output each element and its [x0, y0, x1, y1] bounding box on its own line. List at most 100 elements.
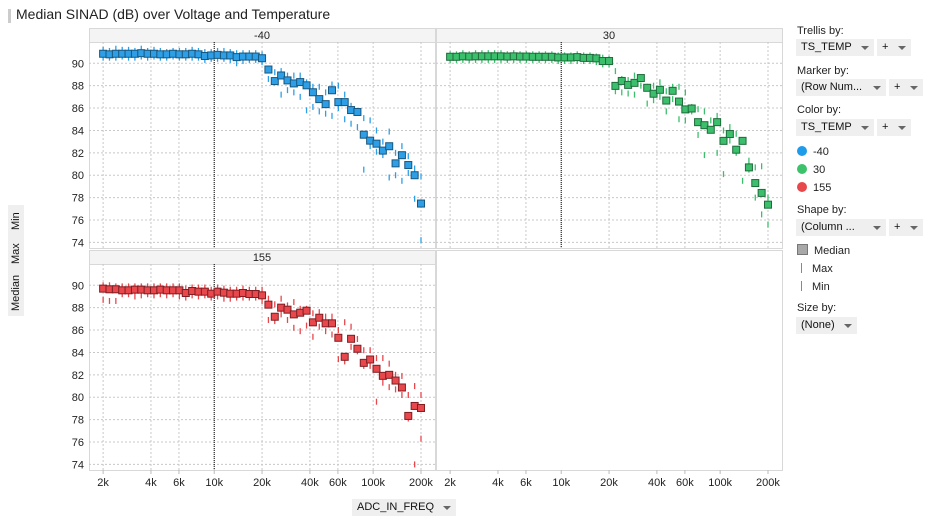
median-marker	[611, 81, 620, 90]
median-marker	[327, 319, 336, 328]
median-marker	[315, 313, 324, 322]
median-marker	[327, 86, 336, 95]
circle-icon	[797, 182, 807, 192]
y-tick-label: 74	[72, 237, 84, 249]
shape-by-dropdown[interactable]: (Column ...	[796, 219, 886, 236]
x-axis-label: ADC_IN_FREQ	[357, 501, 435, 513]
y-tick-label: 82	[72, 148, 84, 160]
y-axis-max-button[interactable]: Max	[8, 237, 24, 270]
median-marker	[340, 352, 349, 361]
legend-label: -40	[813, 146, 829, 158]
y-tick-label: 84	[72, 125, 84, 137]
x-tick-label: 6k	[520, 477, 532, 489]
legend-label: Max	[812, 263, 833, 275]
y-tick-label: 80	[72, 392, 84, 404]
plus-icon: +	[894, 81, 901, 93]
chevron-down-icon	[861, 126, 869, 130]
x-axis-column-selector[interactable]: ADC_IN_FREQ	[352, 499, 456, 516]
median-marker	[264, 65, 273, 74]
y-tick-label: 90	[72, 58, 84, 70]
median-marker	[347, 334, 356, 343]
legend-label: Min	[812, 281, 830, 293]
trellis-panel-30: 30 2k 4k 6k 10k 20k 40k 60k 100k 200k	[436, 28, 783, 489]
median-marker	[416, 199, 425, 208]
median-marker	[353, 344, 362, 353]
y-tick-label: 78	[72, 193, 84, 205]
x-tick-label: 2k	[444, 477, 456, 489]
x-tick-label: 20k	[600, 477, 618, 489]
median-marker	[636, 74, 645, 83]
median-marker	[738, 136, 747, 145]
panel-header-label: 30	[603, 30, 615, 42]
median-marker	[655, 85, 664, 94]
panel-header-label: 155	[253, 252, 271, 264]
x-tick-label: 60k	[676, 477, 694, 489]
trellis-by-dropdown[interactable]: TS_TEMP	[796, 39, 874, 56]
median-marker	[334, 333, 343, 342]
marker-by-dropdown[interactable]: (Row Num...	[796, 79, 886, 96]
y-tick-label: 84	[72, 347, 84, 359]
empty-trellis-cell	[436, 250, 783, 471]
color-by-label: Color by:	[797, 104, 842, 116]
x-tick-label: 10k	[552, 477, 570, 489]
trellis-panel-155: 155 74 76 78 80 82 84 86 88 90 2k 4k 6k 10k 20k 40k 60k 1…	[72, 250, 436, 489]
color-legend-item-30[interactable]: 30	[797, 163, 825, 177]
vertical-line-icon	[801, 263, 802, 273]
median-marker	[302, 81, 311, 90]
median-marker	[258, 54, 267, 63]
chevron-down-icon	[873, 86, 881, 90]
y-axis-min-button[interactable]: Min	[8, 205, 24, 237]
chevron-down-icon	[910, 86, 918, 90]
median-marker	[372, 364, 381, 373]
chevron-down-icon	[910, 226, 918, 230]
x-tick-label: 10k	[205, 477, 223, 489]
vertical-line-icon	[801, 281, 802, 291]
trellis-add-button[interactable]: +	[877, 39, 911, 56]
y-tick-label: 90	[72, 280, 84, 292]
shape-legend-item-median[interactable]: Median	[797, 244, 850, 258]
y-tick-label: 74	[72, 459, 84, 471]
x-tick-label: 200k	[409, 477, 433, 489]
median-marker	[700, 121, 709, 130]
shape-add-button[interactable]: +	[889, 219, 923, 236]
median-marker	[366, 355, 375, 364]
median-marker	[315, 95, 324, 104]
median-marker	[404, 161, 413, 170]
panel-header-label: -40	[254, 30, 270, 42]
median-marker	[763, 200, 772, 209]
median-marker	[372, 139, 381, 148]
size-by-label: Size by:	[797, 302, 837, 314]
median-marker	[258, 291, 267, 300]
y-tick-label: 88	[72, 303, 84, 315]
x-tick-label: 40k	[301, 477, 319, 489]
chevron-down-icon	[861, 46, 869, 50]
trellis-panel--40: -40 74 76 78 80 82 84 86 88 90	[72, 28, 436, 249]
size-by-dropdown[interactable]: (None)	[796, 317, 857, 334]
median-marker	[605, 57, 614, 66]
median-marker	[404, 411, 413, 420]
median-marker	[668, 86, 677, 95]
y-tick-label: 76	[72, 437, 84, 449]
median-marker	[277, 71, 286, 80]
x-tick-label: 100k	[708, 477, 732, 489]
color-by-dropdown[interactable]: TS_TEMP	[796, 119, 874, 136]
median-marker	[378, 146, 387, 155]
marker-add-button[interactable]: +	[889, 79, 923, 96]
chevron-down-icon	[873, 226, 881, 230]
color-legend-item-minus40[interactable]: -40	[797, 145, 829, 159]
y-tick-label: 86	[72, 325, 84, 337]
x-tick-label: 6k	[173, 477, 185, 489]
color-legend-item-155[interactable]: 155	[797, 181, 831, 195]
x-tick-label: 40k	[648, 477, 666, 489]
shape-legend-item-min[interactable]: Min	[797, 280, 830, 294]
color-add-button[interactable]: +	[877, 119, 911, 136]
chart-title: Median SINAD (dB) over Voltage and Tempe…	[16, 6, 331, 22]
median-marker	[410, 171, 419, 180]
median-marker	[687, 104, 696, 113]
median-marker	[283, 305, 292, 314]
median-marker	[308, 318, 317, 327]
chevron-down-icon	[898, 46, 906, 50]
shape-legend-item-max[interactable]: Max	[797, 262, 833, 276]
y-axis-median-button[interactable]: Median	[8, 270, 24, 316]
